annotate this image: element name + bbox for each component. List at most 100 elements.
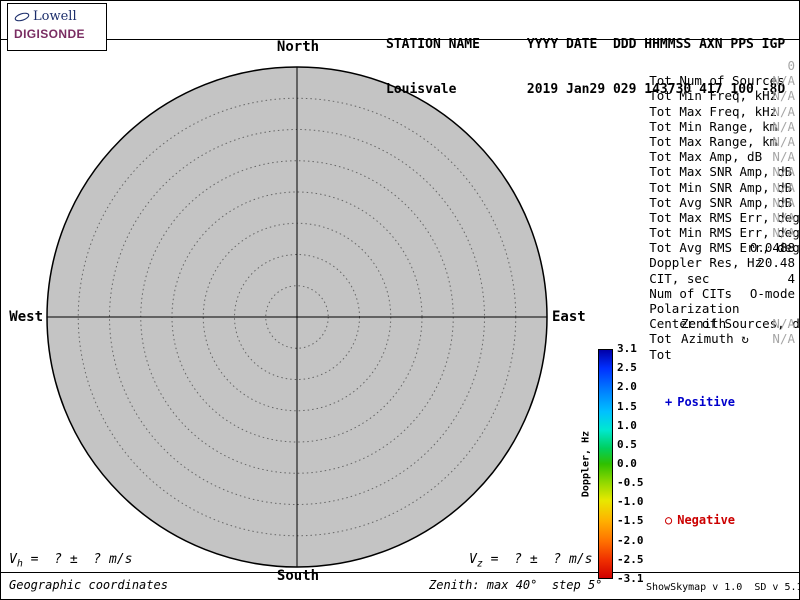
stat-value: N/A [772,73,795,89]
stat-sublabel: Zenith [681,316,727,332]
stat-value: N/A [772,331,795,347]
logo-top-row: Lowell [14,9,100,24]
colorbar-tick-label: -1.0 [617,495,644,509]
stat-label: Center of Sources, deg: [649,316,800,332]
stat-row: Tot Azimuth ↻ N/A [589,331,795,361]
stat-value: O-mode [749,285,795,301]
lowell-digisonde-logo: Lowell DIGISONDE [7,3,107,51]
vz-subscript: z [476,558,483,570]
stat-label: Tot Min RMS Err, deg [649,225,800,241]
stat-label: Tot Max RMS Err, deg [649,209,800,225]
stat-label: Num of CITs [649,285,733,301]
stat-row: Tot Min RMS Err, deg N/A [589,209,799,240]
stat-value: 0.0488 [749,240,795,256]
stat-row: Tot Min SNR Amp, dB N/A [589,164,795,194]
plus-marker-icon: + [665,395,673,409]
stat-row: Tot Max Freq, kHz N/A [589,88,795,118]
stat-label: Tot Max Amp, dB [649,149,763,165]
vh-symbol: V [9,552,17,567]
station-header: STATION NAME YYYY DATE DDD HHMMSS AXN PP… [386,7,785,127]
software-version-label: ShowSkymap v 1.0 SD v 5.1 [646,582,800,593]
colorbar-tick-label: 1.0 [617,418,637,432]
positive-doppler-legend: + Positive [665,395,735,409]
vz-symbol: V [469,552,477,567]
compass-label-west: West [9,309,43,325]
stat-value: N/A [772,149,795,165]
stat-row: Num of CITs 4 [589,270,795,301]
stat-row: Center of Sources, deg: [589,301,799,331]
stat-row: Tot Max Amp, dB N/A [589,133,795,164]
stat-label: Tot [649,346,672,362]
stat-value: N/A [772,103,795,119]
compass-label-north: North [276,39,320,55]
negative-legend-label: Negative [677,513,736,527]
stat-label: Tot Min SNR Amp, dB [649,179,793,195]
vz-value: = ? ± ? m/s [482,552,593,567]
stat-label: Tot Max Range, km [649,133,778,149]
skymap-plot [46,66,548,568]
orbit-ellipse-icon [14,12,30,21]
coordinate-system-label: Geographic coordinates [9,578,168,592]
stat-label: Tot Avg SNR Amp, dB [649,194,793,210]
stat-value: 0 [787,58,795,73]
statistics-panel: Tot Num of Sources 0 Tot Min Freq, kHz N… [589,58,799,362]
station-header-columns: STATION NAME YYYY DATE DDD HHMMSS AXN PP… [386,37,786,52]
stat-label: Tot Min Freq, kHz [649,88,778,104]
stat-value: 20.48 [757,255,795,271]
footer-divider [1,572,799,573]
stat-row: Tot Avg SNR Amp, dB N/A [589,179,795,210]
stat-row: Tot Min Freq, kHz N/A [589,73,795,103]
stat-value: N/A [772,118,795,134]
colorbar-axis-label: Doppler, Hz [580,430,592,498]
stat-row: Tot Num of Sources 0 [589,58,795,88]
stat-row: Tot Zenith N/A [589,316,795,346]
colorbar-tick-label: 0.0 [617,457,637,471]
colorbar-tick-label: -0.5 [617,476,644,490]
doppler-colorbar [598,349,613,579]
colorbar-tick-label: -2.0 [617,533,644,547]
stat-row: Tot Min Range, km N/A [589,103,795,134]
colorbar-tick-labels: 3.1 2.5 2.0 1.5 1.0 0.5 0.0 -0.5 -1.0 -1… [617,339,657,588]
stat-value: N/A [772,179,795,195]
negative-doppler-legend: ○ Negative [665,513,735,527]
stat-value: N/A [772,225,795,241]
vh-value: = ? ± ? m/s [22,552,133,567]
stat-label: Doppler Res, Hz [649,255,763,271]
horizontal-velocity-readout: Vh = ? ± ? m/s [9,552,132,570]
stat-row: Doppler Res, Hz 0.0488 [589,240,795,270]
stat-label: Tot Max Freq, kHz [649,103,778,119]
vertical-velocity-readout: Vz = ? ± ? m/s [469,552,592,570]
stat-value: N/A [772,133,795,149]
colorbar-tick-label: -3.1 [617,571,644,585]
zenith-scale-label: Zenith: max 40° step 5° [429,578,603,592]
vh-subscript: h [16,558,23,570]
compass-label-east: East [552,309,586,325]
logo-digisonde-text: DIGISONDE [14,27,85,41]
stat-label: Tot Avg RMS Err, deg [649,240,800,256]
colorbar-tick-label: 3.1 [617,342,637,356]
stat-sublabel: Azimuth ↻ [681,331,749,347]
stat-value: N/A [772,88,795,104]
stat-row: Tot Max RMS Err, deg N/A [589,194,799,225]
stat-value: N/A [772,194,795,210]
stat-row: Polarization O-mode [589,285,795,316]
stat-value: N/A [772,209,795,225]
colorbar-tick-label: 2.0 [617,380,637,394]
stat-value: 4 [787,270,795,286]
colorbar-tick-label: -1.5 [617,514,644,528]
stat-value: N/A [772,164,795,180]
header-divider [1,39,799,40]
colorbar-tick-label: 2.5 [617,361,637,375]
stat-row: Tot Max SNR Amp, dB N/A [589,149,795,179]
stat-row: Tot Avg RMS Err, deg N/A [589,225,799,255]
stat-label: Tot [649,331,672,347]
colorbar-tick-label: -2.5 [617,552,644,566]
compass-label-south: South [276,568,320,584]
stat-label: CIT, sec [649,270,710,286]
station-header-values: Louisvale 2019 Jan29 029 143730 417 100 … [386,82,786,97]
stat-label: Tot Min Range, km [649,118,778,134]
stat-row: Tot Max Range, km N/A [589,118,795,149]
stat-row: CIT, sec 20.48 [589,255,795,285]
stat-label: Tot Max SNR Amp, dB [649,164,793,180]
